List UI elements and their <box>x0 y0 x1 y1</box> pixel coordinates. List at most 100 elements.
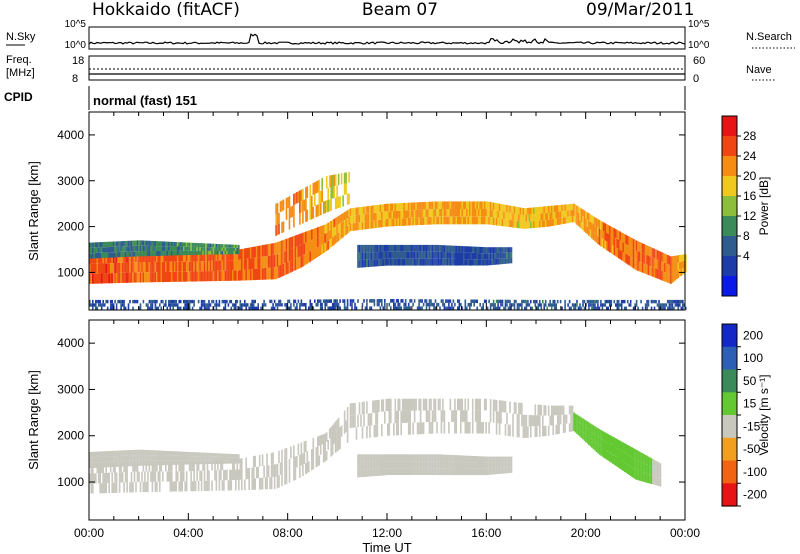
power-cell <box>300 201 303 213</box>
power-cell <box>138 251 140 262</box>
power-cell <box>661 261 663 271</box>
power-cell <box>364 206 367 214</box>
power-cell <box>273 255 276 268</box>
power-cell <box>361 206 364 215</box>
power-cell <box>547 212 550 220</box>
power-cell <box>391 211 394 219</box>
power-cell <box>105 299 107 304</box>
power-cell <box>598 228 601 237</box>
velocity-cell <box>427 461 429 469</box>
velocity-cell <box>401 398 404 411</box>
power-cell <box>181 242 183 247</box>
power-cell <box>327 306 329 310</box>
power-cell <box>319 306 322 310</box>
velocity-cell <box>495 468 498 475</box>
power-cell <box>169 299 172 304</box>
power-cell <box>537 303 540 307</box>
velocity-cell <box>357 469 359 478</box>
power-cell <box>431 209 434 217</box>
power-cell <box>546 213 548 220</box>
velocity-cell <box>144 460 146 466</box>
power-colorbar-swatch <box>722 236 737 257</box>
power-cell <box>355 215 358 223</box>
velocity-cell <box>504 401 507 413</box>
power-cell <box>471 246 474 253</box>
velocity-cell <box>552 405 554 416</box>
power-cell <box>676 299 678 304</box>
power-cell <box>251 247 253 258</box>
velocity-cell <box>431 422 434 434</box>
power-cell <box>285 262 288 275</box>
cpid-label: CPID <box>4 90 33 104</box>
power-cell <box>169 271 172 282</box>
velocity-cell <box>99 483 101 494</box>
power-cell <box>114 241 116 247</box>
velocity-cell <box>476 398 478 411</box>
power-cell <box>200 250 203 255</box>
power-cell <box>188 261 191 272</box>
velocity-cell <box>445 468 447 476</box>
power-cell <box>178 261 180 272</box>
velocity-cell <box>126 450 128 456</box>
power-cell <box>378 259 380 267</box>
power-cell <box>236 244 239 248</box>
velocity-cell <box>288 470 291 483</box>
velocity-cell <box>416 454 419 462</box>
power-cell <box>317 303 319 307</box>
velocity-cell <box>446 454 449 462</box>
power-cell <box>655 259 657 269</box>
velocity-cell <box>191 481 194 492</box>
power-cell <box>421 217 423 225</box>
velocity-cell <box>613 446 616 456</box>
power-cell <box>90 242 93 248</box>
power-cell <box>550 306 553 310</box>
velocity-cell <box>217 459 219 471</box>
power-cell <box>550 219 553 227</box>
velocity-cell <box>388 423 391 436</box>
power-cell <box>401 258 404 266</box>
power-cell <box>498 247 501 253</box>
power-cell <box>272 303 274 307</box>
power-cell <box>188 242 191 247</box>
power-cell <box>358 260 361 268</box>
power-cell <box>474 299 477 303</box>
power-cell <box>507 247 510 253</box>
velocity-cell <box>473 462 475 469</box>
power-cell <box>288 299 291 304</box>
power-cell <box>398 244 401 252</box>
power-cell <box>659 270 662 280</box>
velocity-cell <box>217 453 219 457</box>
velocity-cell <box>372 400 374 413</box>
power-cell <box>208 306 210 310</box>
power-cell <box>264 268 267 280</box>
power-cell <box>317 180 319 193</box>
power-cell <box>431 201 434 210</box>
power-cell <box>615 303 617 307</box>
power-cell <box>485 247 487 254</box>
power-cell <box>270 243 273 256</box>
power-cell <box>154 299 157 304</box>
velocity-cell <box>579 423 581 430</box>
power-cell <box>562 217 565 224</box>
velocity-cell <box>503 462 505 468</box>
velocity-cell <box>129 455 131 461</box>
velocity-cell <box>489 456 492 463</box>
power-cell <box>114 252 116 258</box>
velocity-cell <box>394 454 397 462</box>
velocity-cell <box>205 456 207 461</box>
velocity-cell <box>641 462 644 473</box>
velocity-cell <box>542 415 544 426</box>
power-cell <box>287 197 289 209</box>
velocity-cell <box>394 410 397 424</box>
velocity-cell <box>592 441 595 450</box>
power-cell <box>579 306 581 310</box>
power-cell <box>418 209 420 218</box>
power-cell <box>613 237 616 247</box>
velocity-cell <box>410 468 413 475</box>
velocity-cell <box>325 451 328 461</box>
power-cell <box>115 262 118 273</box>
power-cell <box>382 258 385 266</box>
velocity-cell <box>114 461 116 467</box>
power-ylabel: Slant Range [km] <box>26 161 41 261</box>
power-cell <box>428 299 431 303</box>
